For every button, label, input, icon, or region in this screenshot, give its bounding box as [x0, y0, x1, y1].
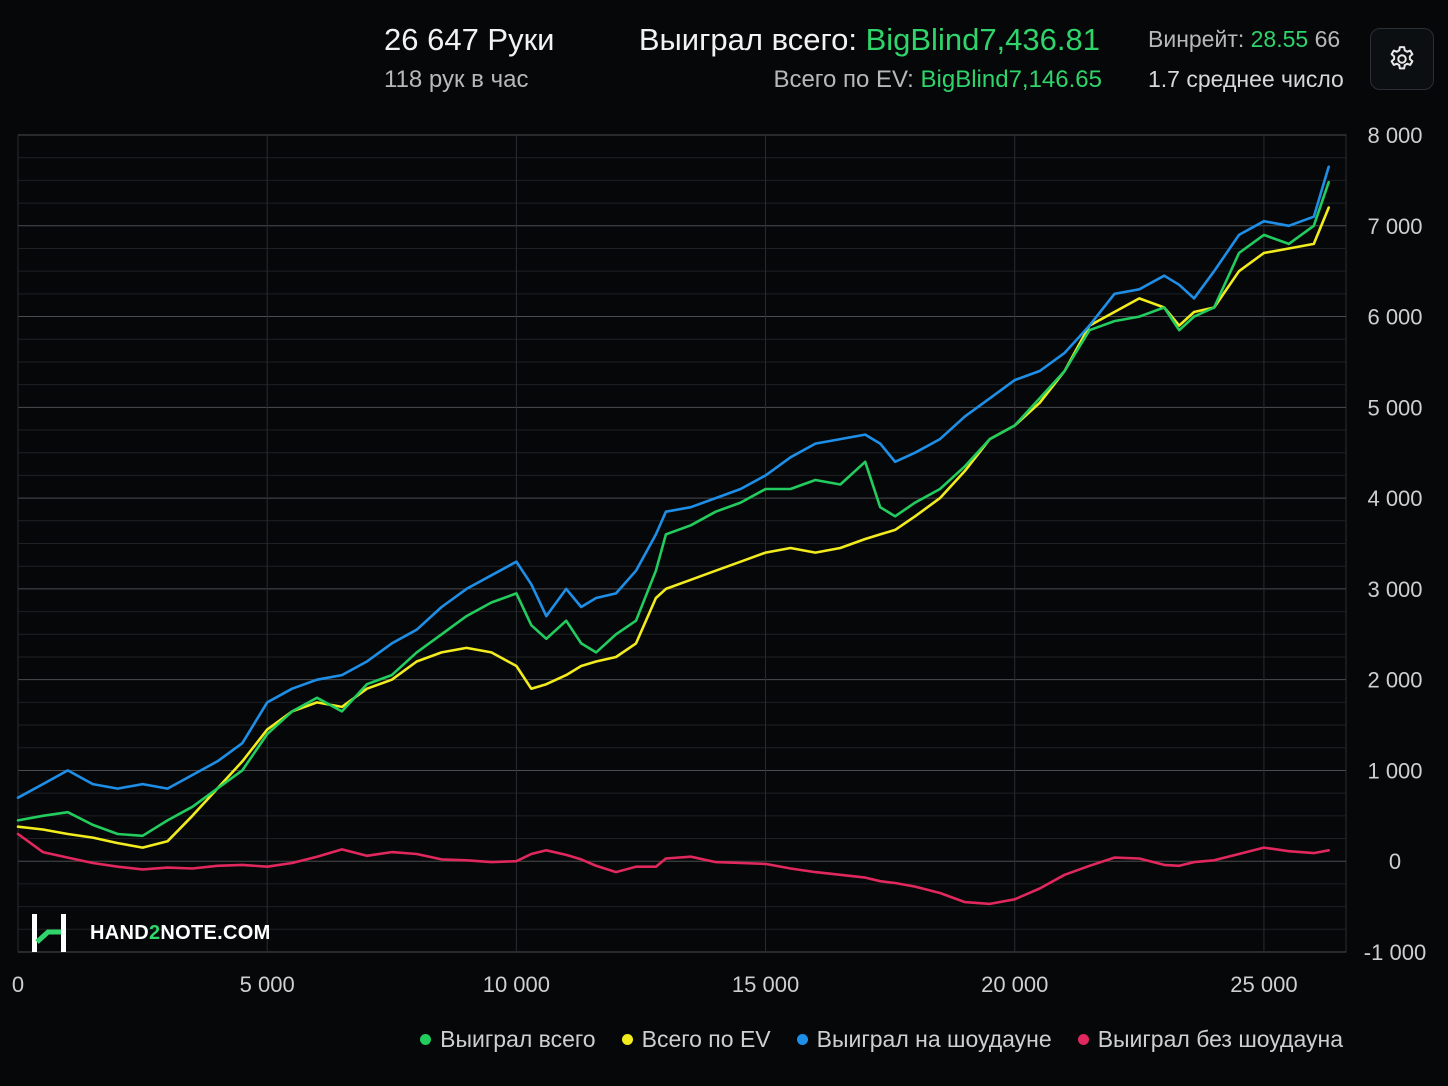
watermark-text: HAND2NOTE.COM [90, 921, 271, 944]
legend-label: Всего по EV [641, 1026, 771, 1052]
y-axis-ticks: -1 000 0 1 000 2 000 3 000 4 000 5 000 6 000 7 0… [1364, 123, 1426, 965]
hands-per-hour: 118 рук в час [384, 66, 529, 93]
legend-dot-icon [621, 1034, 633, 1045]
ev-total-stat: Всего по EV: BigBlind7,146.65 [773, 66, 1102, 94]
series-line [16, 165, 1330, 800]
legend-item[interactable]: Выиграл без шоудауна [1077, 1026, 1343, 1053]
ev-total-value: BigBlind7,146.65 [920, 66, 1102, 93]
won-total-label: Выиграл всего: [638, 22, 857, 57]
x-tick-label: 25 000 [1230, 972, 1297, 997]
winrate-tail: 66 [1314, 26, 1341, 52]
y-tick-label: 6 000 [1367, 305, 1422, 330]
legend-label: Выиграл всего [440, 1026, 596, 1052]
average-stat: 1.7 среднее число [1148, 66, 1344, 92]
series-line [16, 180, 1330, 838]
y-tick-label: 8 000 [1367, 123, 1422, 148]
ev-total-label: Всего по EV: [773, 66, 914, 93]
settings-button[interactable] [1370, 28, 1434, 90]
y-tick-label: 1 000 [1367, 758, 1422, 783]
legend-dot-icon [420, 1034, 432, 1045]
series-lines [16, 165, 1330, 906]
series-line [16, 206, 1330, 849]
legend-label: Выиграл на шоудауне [816, 1026, 1052, 1052]
winrate-stat: Винрейт: 28.55 66 [1148, 26, 1340, 53]
grid-lines [17, 134, 1347, 953]
x-tick-label: 5 000 [240, 972, 295, 997]
x-axis-ticks: 0 5 000 10 000 15 000 20 000 25 000 [12, 972, 1298, 997]
legend-dot-icon [1077, 1034, 1089, 1045]
legend-label: Выиграл без шоудауна [1097, 1026, 1343, 1052]
hand2note-logo-icon [32, 914, 66, 952]
y-tick-label: 3 000 [1367, 577, 1422, 602]
hands-count: 26 647 Руки [384, 22, 555, 57]
winrate-panel: Винрейт: 28.55 66 1.7 среднее число [1148, 24, 1346, 104]
y-tick-label: 4 000 [1367, 486, 1422, 511]
hand2note-logo: HAND2NOTE.COM [30, 912, 271, 954]
y-tick-label: 0 [1389, 849, 1401, 874]
legend-dot-icon [796, 1034, 808, 1045]
won-total-value: BigBlind7,436.81 [865, 22, 1100, 57]
x-tick-label: 0 [12, 972, 24, 997]
x-tick-label: 15 000 [732, 972, 799, 997]
x-tick-label: 10 000 [483, 972, 550, 997]
won-total-stat: Выиграл всего: BigBlind7,436.81 [639, 22, 1100, 58]
gear-icon [1390, 46, 1414, 70]
chart-legend: Выиграл всего Всего по EV Выиграл на шоуда… [394, 1026, 1343, 1053]
series-line [16, 832, 1330, 906]
legend-item[interactable]: Выиграл на шоудауне [796, 1026, 1052, 1053]
legend-item[interactable]: Выиграл всего [420, 1026, 596, 1053]
y-tick-label: 2 000 [1367, 668, 1422, 693]
y-tick-label: 7 000 [1367, 214, 1422, 239]
winrate-value: 28.55 [1250, 26, 1309, 52]
legend-item[interactable]: Всего по EV [621, 1026, 771, 1053]
x-tick-label: 20 000 [981, 972, 1048, 997]
winrate-label: Винрейт: [1148, 26, 1245, 52]
y-tick-label: 5 000 [1367, 395, 1422, 420]
y-tick-label: -1 000 [1364, 940, 1426, 965]
